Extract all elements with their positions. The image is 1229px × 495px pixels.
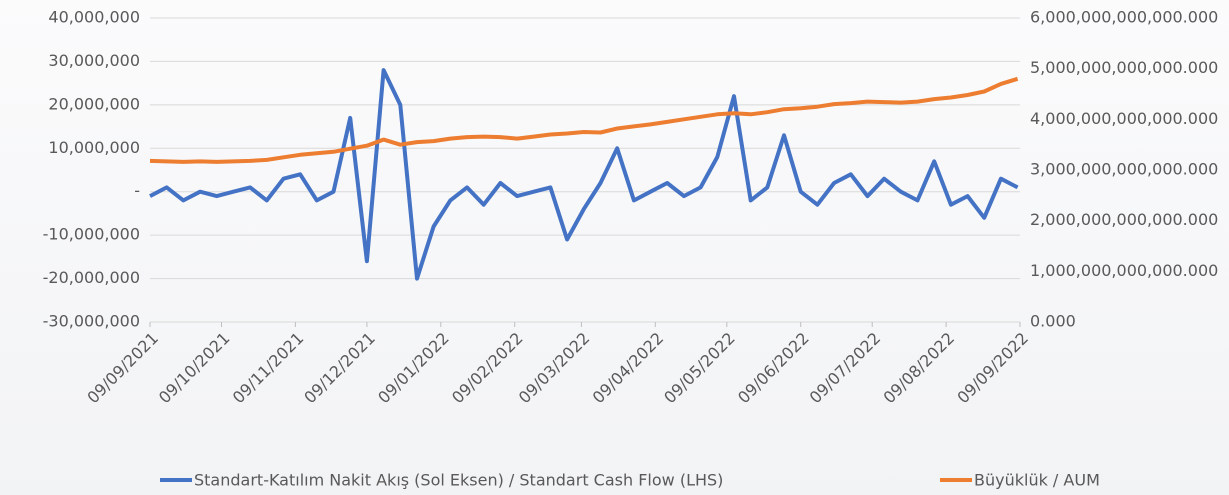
y2-tick-label: 0.000 bbox=[1030, 312, 1076, 331]
x-tick-label: 09/11/2021 bbox=[229, 329, 308, 408]
legend-label: Standart-Katılım Nakit Akış (Sol Eksen) … bbox=[194, 471, 723, 490]
y2-tick-label: 5,000,000,000,000.000 bbox=[1030, 58, 1218, 77]
y-tick-label: -20,000,000 bbox=[43, 268, 140, 287]
legend-label: Büyüklük / AUM bbox=[974, 471, 1100, 490]
y-tick-label: 40,000,000 bbox=[48, 8, 140, 27]
y-tick-label: 10,000,000 bbox=[48, 138, 140, 157]
series-line bbox=[149, 68, 1019, 281]
x-tick-label: 09/01/2022 bbox=[374, 329, 453, 408]
x-tick-label: 09/12/2021 bbox=[300, 329, 379, 408]
y-tick-label: - bbox=[134, 181, 140, 200]
y-tick-label: -30,000,000 bbox=[43, 312, 140, 331]
x-tick-label: 09/03/2022 bbox=[515, 329, 594, 408]
x-tick-label: 09/05/2022 bbox=[660, 329, 739, 408]
x-tick-label: 09/10/2021 bbox=[155, 329, 234, 408]
x-tick-label: 09/06/2022 bbox=[734, 329, 813, 408]
y-tick-label: 20,000,000 bbox=[48, 94, 140, 113]
x-tick-label: 09/09/2021 bbox=[83, 329, 162, 408]
x-tick-label: 09/09/2022 bbox=[953, 329, 1032, 408]
series-line bbox=[149, 76, 1019, 164]
y-tick-label: -10,000,000 bbox=[43, 225, 140, 244]
y2-tick-label: 6,000,000,000,000.000 bbox=[1030, 8, 1218, 27]
y2-tick-label: 4,000,000,000,000.000 bbox=[1030, 109, 1218, 128]
x-tick-label: 09/07/2022 bbox=[806, 329, 885, 408]
y-tick-label: 30,000,000 bbox=[48, 51, 140, 70]
y2-tick-label: 3,000,000,000,000.000 bbox=[1030, 160, 1218, 179]
x-tick-label: 09/08/2022 bbox=[879, 329, 958, 408]
x-tick-label: 09/04/2022 bbox=[589, 329, 668, 408]
y2-tick-label: 2,000,000,000,000.000 bbox=[1030, 210, 1218, 229]
x-tick-label: 09/02/2022 bbox=[448, 329, 527, 408]
y2-tick-label: 1,000,000,000,000.000 bbox=[1030, 261, 1218, 280]
